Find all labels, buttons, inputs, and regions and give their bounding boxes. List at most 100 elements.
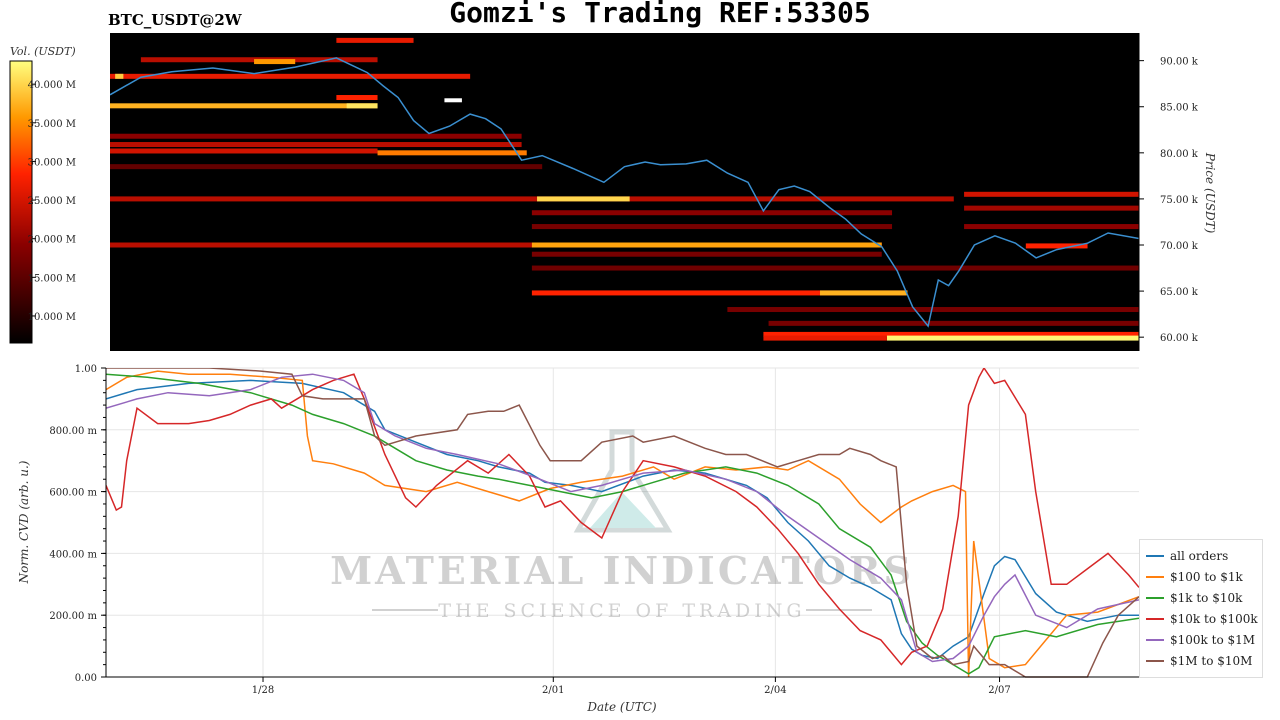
legend-label: $1k to $10k (1170, 591, 1243, 605)
price-line (110, 57, 1139, 328)
cvd-y-axis-label: Norm. CVD (arb. u.) (17, 460, 31, 584)
cvd-x-tick-label: 2/07 (988, 685, 1010, 696)
cvd-y-tick-label: 400.00 m (49, 549, 97, 560)
legend-swatch (1146, 597, 1164, 599)
price-tick-label: 70.00 k (1160, 241, 1199, 252)
cvd-y-tick-label: 600.00 m (49, 488, 97, 499)
cvd-x-tick-label: 2/01 (542, 685, 564, 696)
price-tick-label: 90.00 k (1160, 57, 1199, 68)
legend-label: $10k to $100k (1170, 612, 1258, 626)
liquidity-level (537, 196, 630, 202)
watermark: MATERIAL INDICATORS THE SCIENCE OF TRADI… (330, 429, 914, 622)
colorbar (9, 60, 33, 344)
liquidity-mark (444, 98, 462, 103)
legend-label: $100 to $1k (1170, 570, 1243, 584)
liquidity-level (531, 242, 882, 248)
colorbar-tick-label: 15.000 M (28, 273, 76, 284)
cvd-x-axis-label: Date (UTC) (586, 700, 656, 714)
legend-swatch (1146, 660, 1164, 662)
liquidity-level (820, 290, 908, 296)
liquidity-level (531, 290, 908, 296)
colorbar-tick-label: 40.000 M (28, 80, 76, 91)
legend-item: $10k to $100k (1146, 609, 1258, 629)
legend-item: all orders (1146, 546, 1228, 566)
legend-item: $100 to $1k (1146, 567, 1243, 587)
liquidity-level (115, 73, 124, 79)
liquidity-level (531, 210, 893, 216)
price-axis-label: Price (USDT) (1203, 152, 1217, 234)
cvd-x-ticks: 1/28 2/01 2/04 2/07 (252, 677, 1011, 696)
cvd-series-line (106, 368, 1139, 666)
liquidity-level (727, 307, 1139, 313)
colorbar-tick-label: 35.000 M (28, 119, 76, 130)
legend-label: $1M to $10M (1170, 654, 1253, 668)
colorbar-label: Vol. (USDT) (10, 45, 76, 58)
cvd-y-ticks: 1.00 800.00 m 600.00 m 400.00 m 200.00 m 0.00 (49, 364, 106, 684)
legend-swatch (1146, 639, 1164, 641)
legend-label: all orders (1170, 549, 1229, 563)
cvd-series-line (106, 373, 1139, 675)
legend-label: $100k to $1M (1170, 633, 1256, 647)
cvd-series-line (106, 379, 1139, 660)
liquidity-level (886, 335, 1139, 341)
colorbar-tick-label: 10.000 M (28, 312, 76, 323)
liquidity-level (110, 73, 471, 79)
cvd-y-tick-label: 800.00 m (49, 426, 97, 437)
liquidity-level (763, 335, 887, 341)
liquidity-level (531, 224, 893, 230)
price-tick-label: 80.00 k (1160, 149, 1199, 160)
liquidity-level (110, 164, 543, 170)
cvd-y-tick-label: 1.00 (75, 364, 97, 375)
colorbar-tick-label: 20.000 M (28, 235, 76, 246)
cvd-y-tick-label: 0.00 (75, 673, 97, 684)
price-tick-label: 75.00 k (1160, 195, 1199, 206)
liquidity-level (768, 320, 1139, 326)
liquidity-level (110, 148, 378, 154)
liquidity-level (110, 103, 378, 109)
chart-title: Gomzi's Trading REF:53305 (449, 0, 871, 29)
watermark-brand: MATERIAL INDICATORS (330, 548, 914, 593)
price-axis-ticks: 90.00 k 85.00 k 80.00 k 75.00 k 70.00 k 65.00… (1139, 57, 1199, 344)
liquidity-level (964, 224, 1139, 230)
colorbar-tick-label: 30.000 M (28, 157, 76, 168)
liquidity-level (110, 242, 882, 248)
liquidity-level (346, 103, 378, 109)
liquidity-level (964, 191, 1139, 197)
pair-label: BTC_USDT@2W (108, 11, 242, 29)
liquidity-level (336, 95, 378, 101)
heatmap-levels (110, 37, 1139, 341)
cvd-series-line (106, 373, 1139, 663)
liquidity-level (531, 265, 1139, 271)
legend-item: $1k to $10k (1146, 588, 1242, 608)
cvd-series-line (106, 368, 1139, 678)
liquidity-level (763, 331, 1139, 337)
liquidity-level (1025, 243, 1088, 249)
cvd-x-tick-label: 1/28 (252, 685, 274, 696)
liquidity-level (531, 251, 882, 257)
liquidity-level (254, 59, 296, 65)
price-tick-label: 65.00 k (1160, 287, 1199, 298)
price-tick-label: 60.00 k (1160, 333, 1199, 344)
price-tick-label: 85.00 k (1160, 103, 1199, 114)
legend-item: $100k to $1M (1146, 630, 1255, 650)
colorbar-tick-label: 25.000 M (28, 196, 76, 207)
liquidity-level (110, 133, 522, 139)
cvd-x-tick-label: 2/04 (764, 685, 786, 696)
legend-swatch (1146, 576, 1164, 578)
legend-item: $1M to $10M (1146, 651, 1252, 671)
watermark-tagline: THE SCIENCE OF TRADING (438, 600, 805, 622)
flask-icon (573, 429, 673, 533)
cvd-y-tick-label: 200.00 m (49, 611, 97, 622)
cvd-series (106, 368, 1139, 678)
colorbar-ticks: 40.000 M 35.000 M 30.000 M 25.000 M 20.000 M… (28, 80, 76, 323)
liquidity-level (110, 142, 522, 148)
legend: all orders $100 to $1k $1k to $10k $10k … (1139, 539, 1263, 678)
legend-swatch (1146, 555, 1164, 557)
legend-swatch (1146, 618, 1164, 620)
liquidity-level (964, 205, 1139, 211)
liquidity-level (336, 37, 414, 43)
liquidity-level (377, 150, 527, 156)
liquidity-level (110, 196, 954, 202)
